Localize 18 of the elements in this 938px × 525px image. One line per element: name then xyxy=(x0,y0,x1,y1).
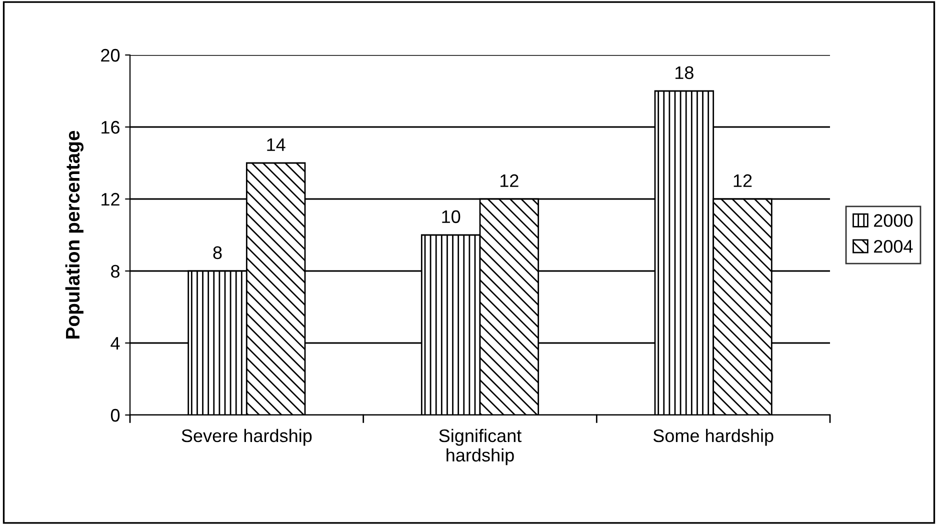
data-label: 12 xyxy=(734,174,752,187)
y-tick-label: 12 xyxy=(102,192,120,206)
y-tick-label: 16 xyxy=(102,120,120,134)
data-label: 10 xyxy=(442,210,460,224)
data-label: 14 xyxy=(267,138,286,151)
x-tick-label: Some hardship xyxy=(653,428,774,446)
y-axis-title: Population percentage xyxy=(65,130,84,338)
data-label: 18 xyxy=(676,66,694,80)
legend-label: 2004 xyxy=(874,240,913,253)
x-tick-label: Severe hardship xyxy=(182,428,312,446)
legend-label: 2000 xyxy=(874,214,913,227)
y-tick-label: 0 xyxy=(110,408,120,422)
x-tick-label: Significant hardship xyxy=(439,428,522,466)
y-tick-label: 20 xyxy=(101,48,120,62)
data-label: 12 xyxy=(500,174,518,187)
y-tick-label: 4 xyxy=(110,337,120,350)
data-label: 8 xyxy=(213,246,222,260)
y-tick-label: 8 xyxy=(111,264,120,278)
